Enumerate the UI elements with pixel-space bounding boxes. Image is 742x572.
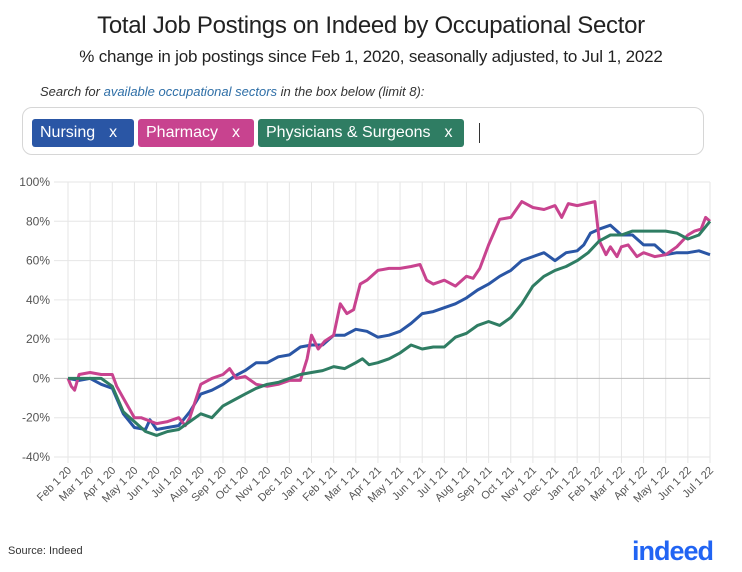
chart-subtitle: % change in job postings since Feb 1, 20…	[79, 47, 663, 66]
text-caret	[479, 123, 480, 143]
chip-label: Pharmacy	[146, 124, 219, 141]
hint-prefix: Search for	[40, 84, 104, 99]
y-tick-label: -40%	[22, 450, 50, 464]
sector-search-input[interactable]: Nursing x Pharmacy x Physicians & Surgeons…	[22, 107, 704, 155]
y-tick-label: 100%	[19, 175, 50, 189]
hint-suffix: in the box below (limit 8):	[277, 84, 425, 99]
remove-pharmacy-button[interactable]: x	[232, 124, 241, 141]
y-tick-label: 40%	[26, 293, 50, 307]
series-line-physicians-surgeons	[68, 220, 712, 437]
chip-label: Physicians & Surgeons	[266, 124, 431, 141]
y-tick-label: 60%	[26, 254, 50, 268]
source-note: Source: Indeed	[8, 545, 83, 557]
series-line-pharmacy	[66, 200, 711, 428]
y-tick-label: 20%	[26, 332, 50, 346]
available-sectors-link[interactable]: available occupational sectors	[103, 84, 278, 99]
search-hint: Search for available occupational sector…	[40, 84, 424, 99]
y-tick-label: -20%	[22, 411, 50, 425]
remove-physicians-button[interactable]: x	[444, 124, 453, 141]
indeed-logo: indeed	[632, 536, 714, 566]
series-line-nursing	[67, 223, 711, 431]
chart-title: Total Job Postings on Indeed by Occupati…	[97, 12, 645, 39]
y-tick-label: 80%	[26, 214, 50, 228]
y-tick-label: 0%	[33, 371, 51, 385]
remove-nursing-button[interactable]: x	[109, 124, 118, 141]
chip-label: Nursing	[40, 124, 96, 141]
chip-nursing: Nursing x	[32, 119, 134, 147]
chip-physicians-surgeons: Physicians & Surgeons x	[258, 119, 464, 147]
chip-pharmacy: Pharmacy x	[138, 119, 254, 147]
